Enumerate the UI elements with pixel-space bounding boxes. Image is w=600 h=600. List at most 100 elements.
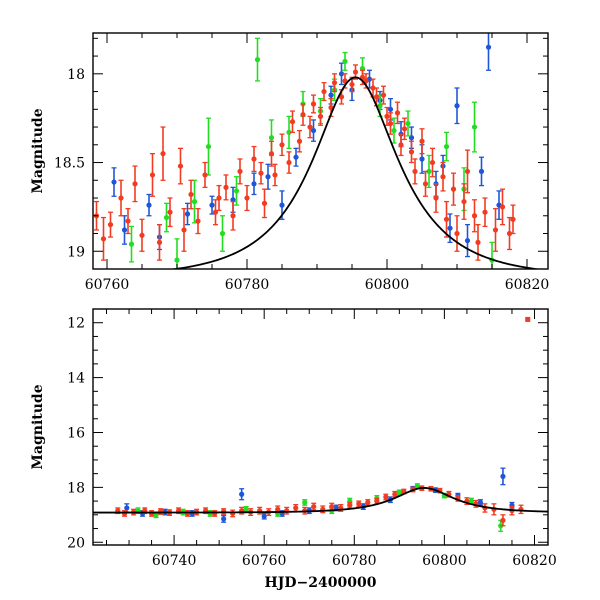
y-tick-label: 14 [67,371,85,387]
bottom-panel: 60740 60760 60780 60800 60820 12 14 16 18 20 Magni… [30,308,557,591]
data-point [471,124,478,130]
data-point [356,501,362,507]
data-point [392,491,398,497]
data-point [471,213,478,219]
data-point [525,316,531,322]
data-point [237,168,243,175]
data-point [401,126,408,132]
data-point [387,120,394,127]
data-point [433,195,439,201]
data-point [302,499,308,506]
data-point [352,69,359,75]
y-tick-label: 20 [67,535,85,551]
data-point [239,491,245,497]
data-point [311,503,317,510]
data-point [258,170,264,176]
data-point [419,156,425,162]
data-point [268,135,275,141]
data-point [426,168,432,175]
top-plot-frame [92,32,549,270]
data-point [163,214,170,221]
bottom-y-axis-label: Magnitude [30,384,46,469]
x-tick-label: 60760 [242,553,287,569]
data-point [174,257,180,263]
data-point [464,238,471,244]
data-point [468,498,475,504]
data-point [191,198,198,205]
data-point [195,218,201,224]
data-point [121,227,128,233]
data-point [289,119,296,125]
data-point [244,195,250,201]
data-point [177,163,184,169]
data-point [272,172,278,178]
bottom-x-axis-label: HJD−2400000 [265,575,377,591]
data-point [443,216,450,222]
y-tick-label: 16 [67,425,85,441]
data-point [128,241,135,247]
data-point [454,230,460,237]
data-point [202,172,208,178]
data-point [300,112,306,118]
data-point [124,505,130,511]
data-point [233,188,240,194]
data-point [374,498,380,504]
data-point [391,127,397,134]
data-point [477,499,484,506]
bottom-series-1 [135,483,504,532]
data-point [254,57,261,63]
data-point [118,195,124,201]
data-point [205,143,212,150]
data-point [184,211,191,217]
data-point [383,494,389,500]
data-point [482,209,488,215]
data-point [310,101,317,107]
data-point [461,198,467,205]
data-point [347,502,353,508]
data-point [328,92,334,98]
data-point [243,506,249,512]
data-point [485,44,492,50]
bottom-data-marks [93,316,548,532]
data-point [251,181,257,187]
data-point [230,213,236,219]
x-tick-label: 60780 [225,277,270,293]
data-point [181,227,187,233]
data-point [223,184,229,190]
data-point [510,216,516,222]
data-point [293,154,299,160]
data-point [478,168,485,175]
x-tick-label: 60780 [332,553,377,569]
data-point [100,236,107,242]
data-point [338,94,345,100]
data-point [221,516,227,522]
data-point [286,129,292,135]
data-point [251,156,257,162]
y-tick-label: 18.5 [54,156,85,172]
x-tick-label: 60820 [505,277,550,293]
data-point [499,204,506,210]
data-point [331,80,338,86]
x-tick-label: 60820 [512,553,557,569]
data-point [111,179,117,185]
data-point [167,209,173,215]
data-point [219,230,226,237]
data-point [373,94,380,100]
y-tick-label: 19 [67,244,85,260]
data-point [408,149,415,155]
data-point [261,200,268,206]
data-point [286,159,292,166]
data-point [492,227,499,233]
top-data-marks [93,33,543,269]
data-point [447,225,453,231]
data-point [279,142,285,148]
data-point [329,503,335,510]
data-point [365,499,371,506]
data-point [153,512,159,518]
data-point [342,58,348,64]
data-point [396,490,402,496]
data-point [209,202,215,208]
data-point [265,174,271,180]
data-point [412,168,418,175]
